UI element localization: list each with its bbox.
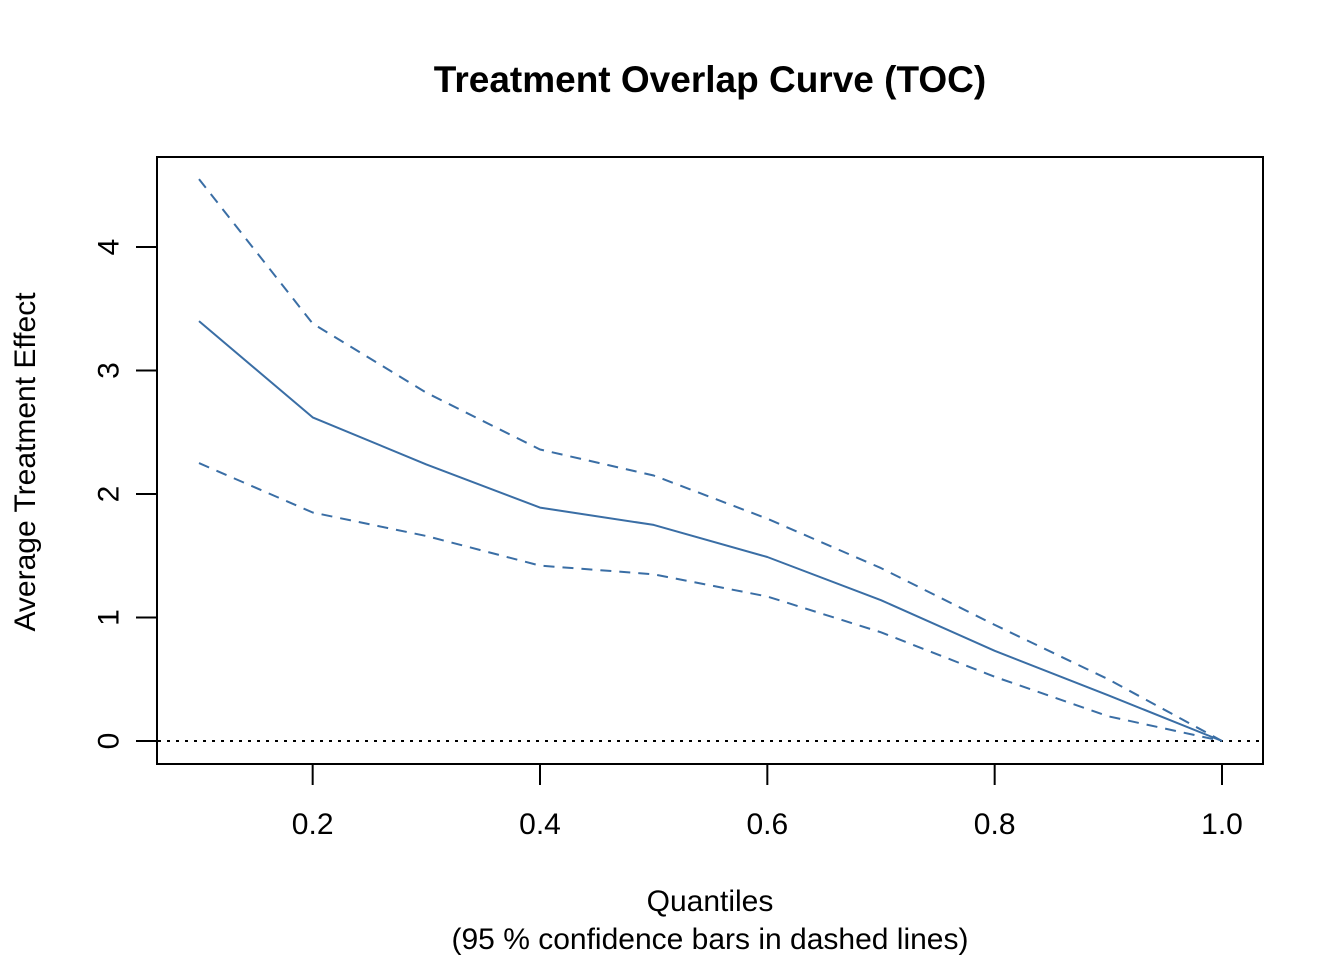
x-tick-label: 1.0 (1201, 808, 1243, 841)
series-layer (198, 178, 1223, 742)
toc-estimate-line (198, 320, 1223, 742)
y-tick-label: 1 (93, 609, 126, 626)
lower-confidence-line (198, 462, 1223, 742)
x-tick-label: 0.6 (746, 808, 788, 841)
x-tick-label: 0.4 (519, 808, 561, 841)
y-tick-label: 3 (93, 362, 126, 379)
y-tick-label: 0 (93, 733, 126, 750)
chart-title: Treatment Overlap Curve (TOC) (434, 59, 986, 100)
y-tick-label: 2 (93, 486, 126, 503)
x-tick-label: 0.2 (292, 808, 334, 841)
x-tick-label: 0.8 (974, 808, 1016, 841)
x-axis-sublabel: (95 % confidence bars in dashed lines) (452, 923, 969, 956)
y-tick-label: 4 (93, 239, 126, 256)
y-axis-label: Average Treatment Effect (9, 292, 42, 632)
upper-confidence-line (198, 178, 1223, 742)
y-axis: 0 1 2 3 4 (93, 239, 158, 750)
x-axis-label: Quantiles (647, 885, 774, 918)
x-axis: 0.2 0.4 0.6 0.8 1.0 (292, 763, 1243, 841)
